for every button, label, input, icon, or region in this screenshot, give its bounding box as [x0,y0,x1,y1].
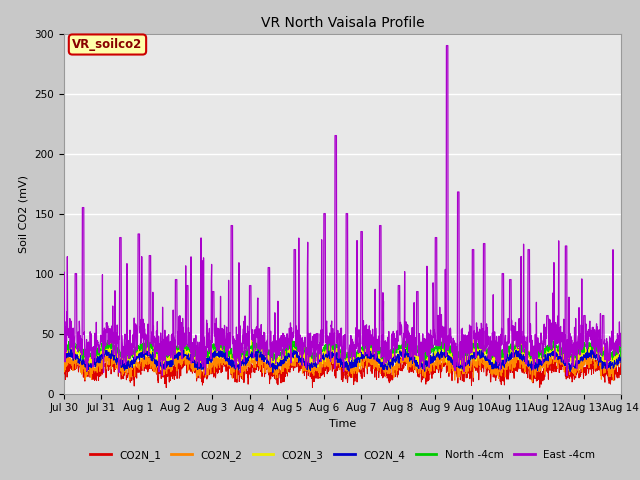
Y-axis label: Soil CO2 (mV): Soil CO2 (mV) [19,175,29,252]
X-axis label: Time: Time [329,419,356,429]
Legend: CO2N_1, CO2N_2, CO2N_3, CO2N_4, North -4cm, East -4cm: CO2N_1, CO2N_2, CO2N_3, CO2N_4, North -4… [86,445,599,465]
Title: VR North Vaisala Profile: VR North Vaisala Profile [260,16,424,30]
Text: VR_soilco2: VR_soilco2 [72,38,143,51]
